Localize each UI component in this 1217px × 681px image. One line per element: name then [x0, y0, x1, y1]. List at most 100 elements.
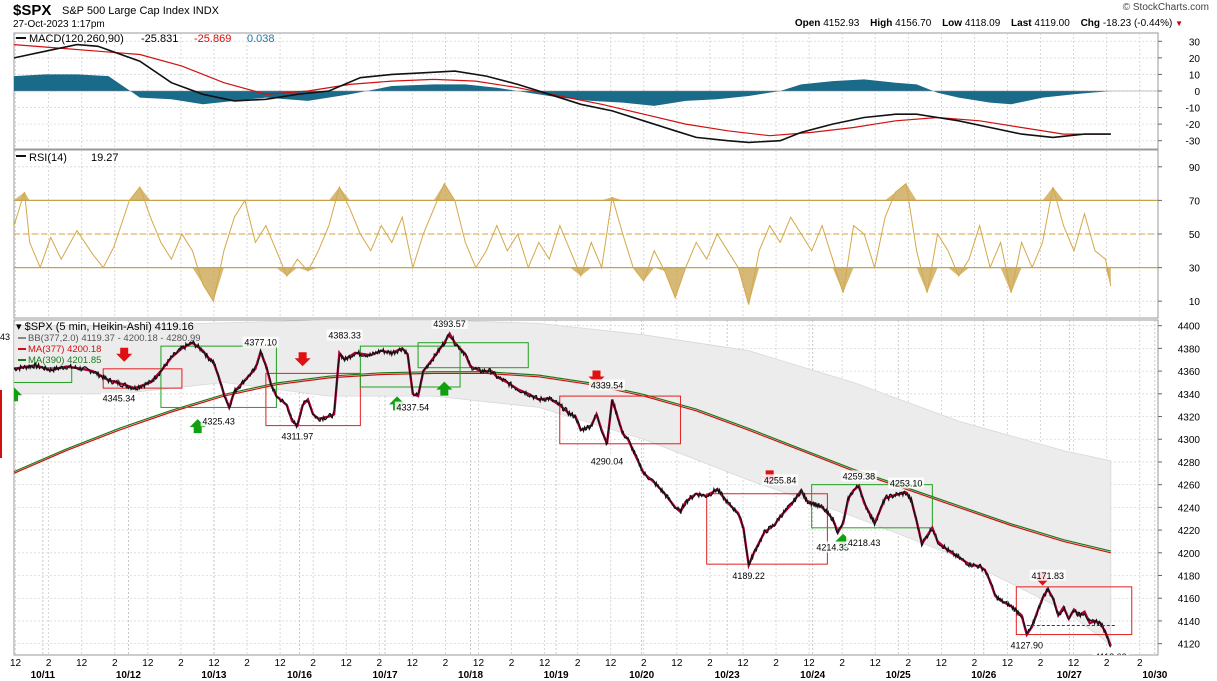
x-hour-label: 12	[804, 658, 816, 669]
macd-histogram	[14, 74, 1111, 106]
buy-arrow-icon	[14, 387, 22, 402]
x-hour-label: 12	[76, 658, 88, 669]
annotation-label: 4218.43	[848, 538, 881, 548]
sell-arrow-icon	[116, 347, 133, 362]
x-hour-label: 2	[443, 658, 449, 669]
annotation-label: 4383.33	[328, 331, 361, 341]
annotation-label: 4118.09	[1095, 652, 1127, 662]
rsi-y-tick-label: 30	[1189, 264, 1201, 275]
price-annotation: 4393.57	[431, 320, 468, 329]
down-triangle-icon: ▼	[1175, 19, 1183, 28]
price-y-tick-label: 4380	[1178, 344, 1201, 355]
price-annotation: 4218.43	[846, 536, 883, 548]
x-hour-label: 12	[936, 658, 948, 669]
x-hour-label: 12	[671, 658, 683, 669]
price-annotation: 4377.10	[242, 336, 279, 348]
annotation-label: 4311.97	[281, 432, 313, 442]
x-hour-label: 12	[473, 658, 485, 669]
x-date-label: 10/25	[886, 670, 911, 681]
price-annotation: 4345.34	[100, 392, 137, 404]
sell-box	[265, 372, 361, 427]
annotation-label: 4255.84	[764, 475, 797, 485]
x-hour-label: 12	[1068, 658, 1080, 669]
rsi-legend-value: 19.27	[91, 152, 119, 164]
x-date-label: 10/11	[31, 670, 56, 681]
annotation-bg	[888, 477, 925, 489]
open-value: 4152.93	[823, 18, 860, 29]
annotation-bg	[588, 455, 625, 467]
annotation-label: 4290.04	[591, 457, 624, 467]
x-hour-label: 12	[10, 658, 22, 669]
annotation-bg	[242, 336, 279, 348]
buy-box	[160, 345, 277, 408]
x-date-label: 10/26	[971, 670, 996, 681]
high-label: High	[870, 18, 893, 29]
x-hour-label: 12	[539, 658, 551, 669]
high-value: 4156.70	[895, 18, 932, 29]
price-y-tick-label: 4280	[1178, 458, 1201, 469]
x-hour-label: 12	[870, 658, 882, 669]
macd-hist-value: 0.038	[247, 33, 275, 45]
annotation-bg	[431, 320, 468, 329]
annotation-bg	[1029, 569, 1066, 581]
price-annotations: 4345.34 4325.43 4377.10 4311.97 4383.33 4337.…	[100, 320, 1129, 662]
annotation-label: 4253.10	[890, 478, 923, 488]
x-hour-label: 2	[773, 658, 779, 669]
annotation-label: 4377.10	[244, 338, 277, 348]
annotation-bg	[200, 415, 237, 427]
x-hour-label: 12	[1002, 658, 1014, 669]
x-hour-label: 12	[142, 658, 154, 669]
quote-bar: Open 4152.93 High 4156.70 Low 4118.09 La…	[787, 18, 1183, 29]
price-annotation: 4127.90	[1008, 639, 1045, 651]
price-annotation: 4290.04	[588, 455, 625, 467]
annotation-bg	[730, 570, 767, 582]
price-y-tick-label: 4340	[1178, 390, 1201, 401]
price-annotation: 4189.22	[730, 570, 767, 582]
price-annotation: 4337.54	[394, 401, 431, 413]
price-line	[14, 333, 1112, 648]
annotation-bg	[840, 470, 877, 482]
price-annotation: 4118.09	[1092, 650, 1129, 662]
macd-line	[14, 43, 1111, 144]
x-hour-label: 2	[906, 658, 912, 669]
x-date-label: 10/18	[458, 670, 483, 681]
x-hour-label: 2	[244, 658, 250, 669]
low-value: 4118.09	[964, 18, 1001, 29]
rsi-oversold-fill	[14, 267, 1111, 305]
x-hour-label: 2	[972, 658, 978, 669]
sell-arrow-icon	[588, 370, 605, 385]
annotation-bg	[1092, 650, 1129, 655]
macd-signal-line	[14, 44, 1111, 137]
price-y-tick-label: 4360	[1178, 367, 1201, 378]
x-axis: 12 2 12 2 12 2 12 2 12 2 12 2 12 2 12 2 12 2 12 2 12 2 12 2 12 2 1…	[10, 658, 1168, 681]
x-hour-label: 2	[839, 658, 845, 669]
price-y-tick-label: 4160	[1178, 594, 1201, 605]
price-y-tick-label: 4300	[1178, 435, 1201, 446]
side-marker	[0, 390, 2, 458]
annotation-label: 4339.54	[591, 380, 624, 390]
rsi-y-tick-label: 50	[1189, 230, 1201, 241]
side-label: 43	[0, 332, 10, 342]
x-hour-label: 2	[707, 658, 713, 669]
price-y-tick-label: 4200	[1178, 549, 1201, 560]
x-date-label: 10/24	[800, 670, 825, 681]
price-y-tick-label: 4220	[1178, 526, 1201, 537]
annotation-bg	[1008, 639, 1045, 651]
price-annotation: 4259.38	[840, 470, 877, 482]
price-plot: 4345.34 4325.43 4377.10 4311.97 4383.33 4337.…	[14, 320, 1133, 662]
annotation-bg	[279, 430, 316, 442]
macd-y-tick-label: 10	[1189, 70, 1201, 81]
rsi-line	[14, 182, 1112, 305]
annotation-label: 4171.83	[1032, 571, 1065, 581]
price-y-tick-label: 4320	[1178, 413, 1201, 424]
rsi-y-tick-label: 10	[1189, 297, 1201, 308]
macd-plot	[14, 43, 1158, 144]
x-hour-label: 12	[341, 658, 353, 669]
x-hour-label: 2	[310, 658, 316, 669]
last-value: 4119.00	[1034, 18, 1070, 29]
exchange: INDX	[192, 5, 219, 17]
annotation-label: 4189.22	[732, 571, 765, 581]
rsi-legend-label: RSI(14)	[29, 152, 67, 164]
rsi-plot	[14, 182, 1158, 305]
